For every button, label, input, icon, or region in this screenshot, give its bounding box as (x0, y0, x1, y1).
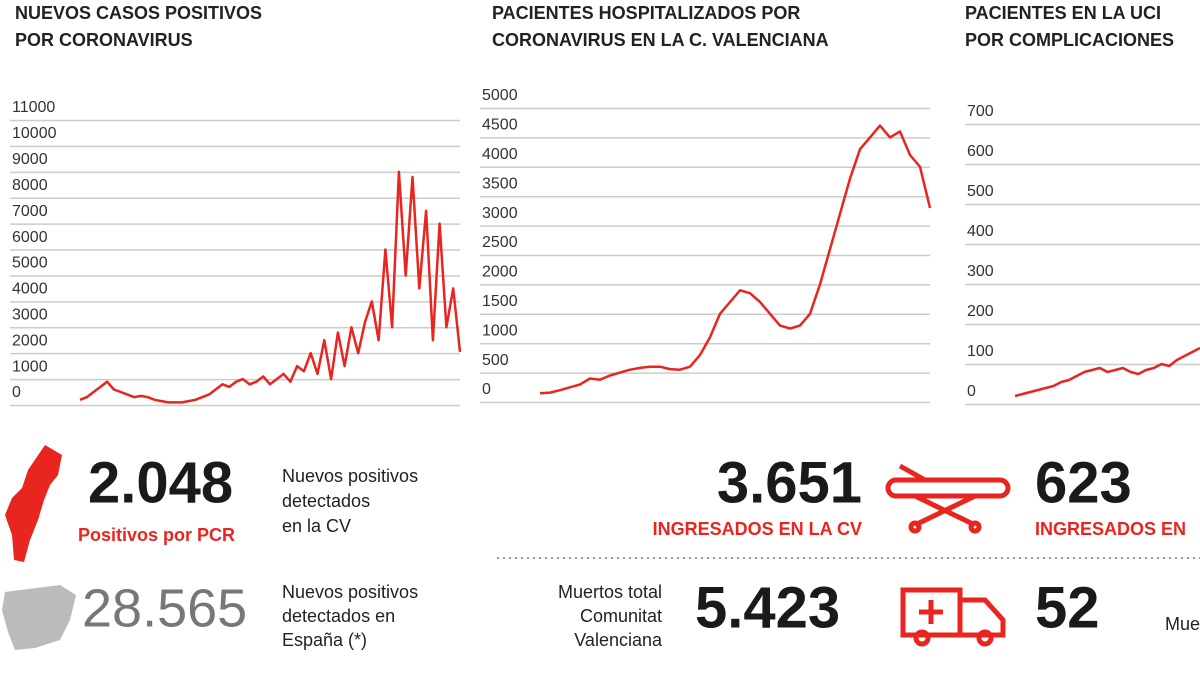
y-tick-label: 100 (967, 343, 994, 360)
stat-note: Nuevos positivos (282, 582, 418, 602)
y-tick-label: 10000 (12, 125, 57, 142)
stat-note: Nuevos positivos (282, 466, 418, 486)
stat-note: Valenciana (574, 630, 663, 650)
y-tick-label: 3000 (482, 205, 518, 222)
valencia-map (5, 445, 62, 562)
stat-number: 52 (1035, 575, 1100, 640)
y-tick-label: 4000 (12, 281, 48, 298)
ambulance-icon (900, 587, 1006, 647)
y-tick-label: 1500 (482, 293, 518, 310)
y-tick-label: 0 (482, 381, 491, 398)
chart-title: CORONAVIRUS EN LA C. VALENCIANA (492, 30, 829, 50)
y-tick-label: 1000 (12, 358, 48, 375)
y-tick-label: 200 (967, 303, 994, 320)
spain-map (2, 585, 76, 650)
chart-title: POR CORONAVIRUS (15, 30, 193, 50)
y-tick-label: 6000 (12, 229, 48, 246)
y-tick-label: 4500 (482, 117, 518, 134)
y-tick-label: 400 (967, 223, 994, 240)
y-tick-label: 5000 (482, 87, 518, 104)
stat-number: 5.423 (695, 575, 840, 640)
chart-title: POR COMPLICACIONES (965, 30, 1174, 50)
y-tick-label: 1000 (482, 322, 518, 339)
stat-number: 3.651 (717, 450, 862, 515)
y-tick-label: 500 (482, 352, 509, 369)
stat-label: INGRESADOS EN LA CV (653, 519, 862, 539)
y-tick-label: 7000 (12, 203, 48, 220)
stat-note: detectados (282, 491, 370, 511)
y-tick-label: 0 (12, 384, 21, 401)
stat-note: España (*) (282, 630, 367, 650)
y-tick-label: 600 (967, 143, 994, 160)
stat-number: 623 (1035, 450, 1132, 515)
y-tick-label: 11000 (12, 99, 55, 116)
chart-title: PACIENTES HOSPITALIZADOS POR (492, 3, 800, 23)
stat-number: 28.565 (82, 578, 247, 638)
y-tick-label: 3000 (12, 306, 48, 323)
data-line (539, 124, 932, 395)
y-tick-label: 500 (967, 183, 994, 200)
chart-title: PACIENTES EN LA UCI (965, 3, 1161, 23)
stat-note: detectados en (282, 606, 395, 626)
y-tick-label: 300 (967, 263, 994, 280)
y-tick-label: 3500 (482, 175, 518, 192)
y-tick-label: 8000 (12, 177, 48, 194)
y-tick-label: 4000 (482, 146, 518, 163)
data-line (79, 170, 462, 404)
y-tick-label: 2500 (482, 234, 518, 251)
y-tick-label: 9000 (12, 151, 48, 168)
stat-note: Comunitat (580, 606, 662, 626)
y-tick-label: 2000 (482, 264, 518, 281)
stat-number: 2.048 (88, 450, 233, 515)
y-tick-label: 0 (967, 383, 976, 400)
y-tick-label: 5000 (12, 255, 48, 272)
data-line (1014, 346, 1200, 398)
stat-label: Positivos por PCR (78, 525, 235, 545)
stat-label: INGRESADOS EN (1035, 519, 1186, 539)
stat-note: Mue (1165, 614, 1200, 634)
stretcher-icon (885, 463, 1011, 534)
chart-title: NUEVOS CASOS POSITIVOS (15, 3, 262, 23)
y-tick-label: 700 (967, 103, 994, 120)
y-tick-label: 2000 (12, 332, 48, 349)
stat-note: Muertos total (558, 582, 662, 602)
stat-note: en la CV (282, 516, 351, 536)
